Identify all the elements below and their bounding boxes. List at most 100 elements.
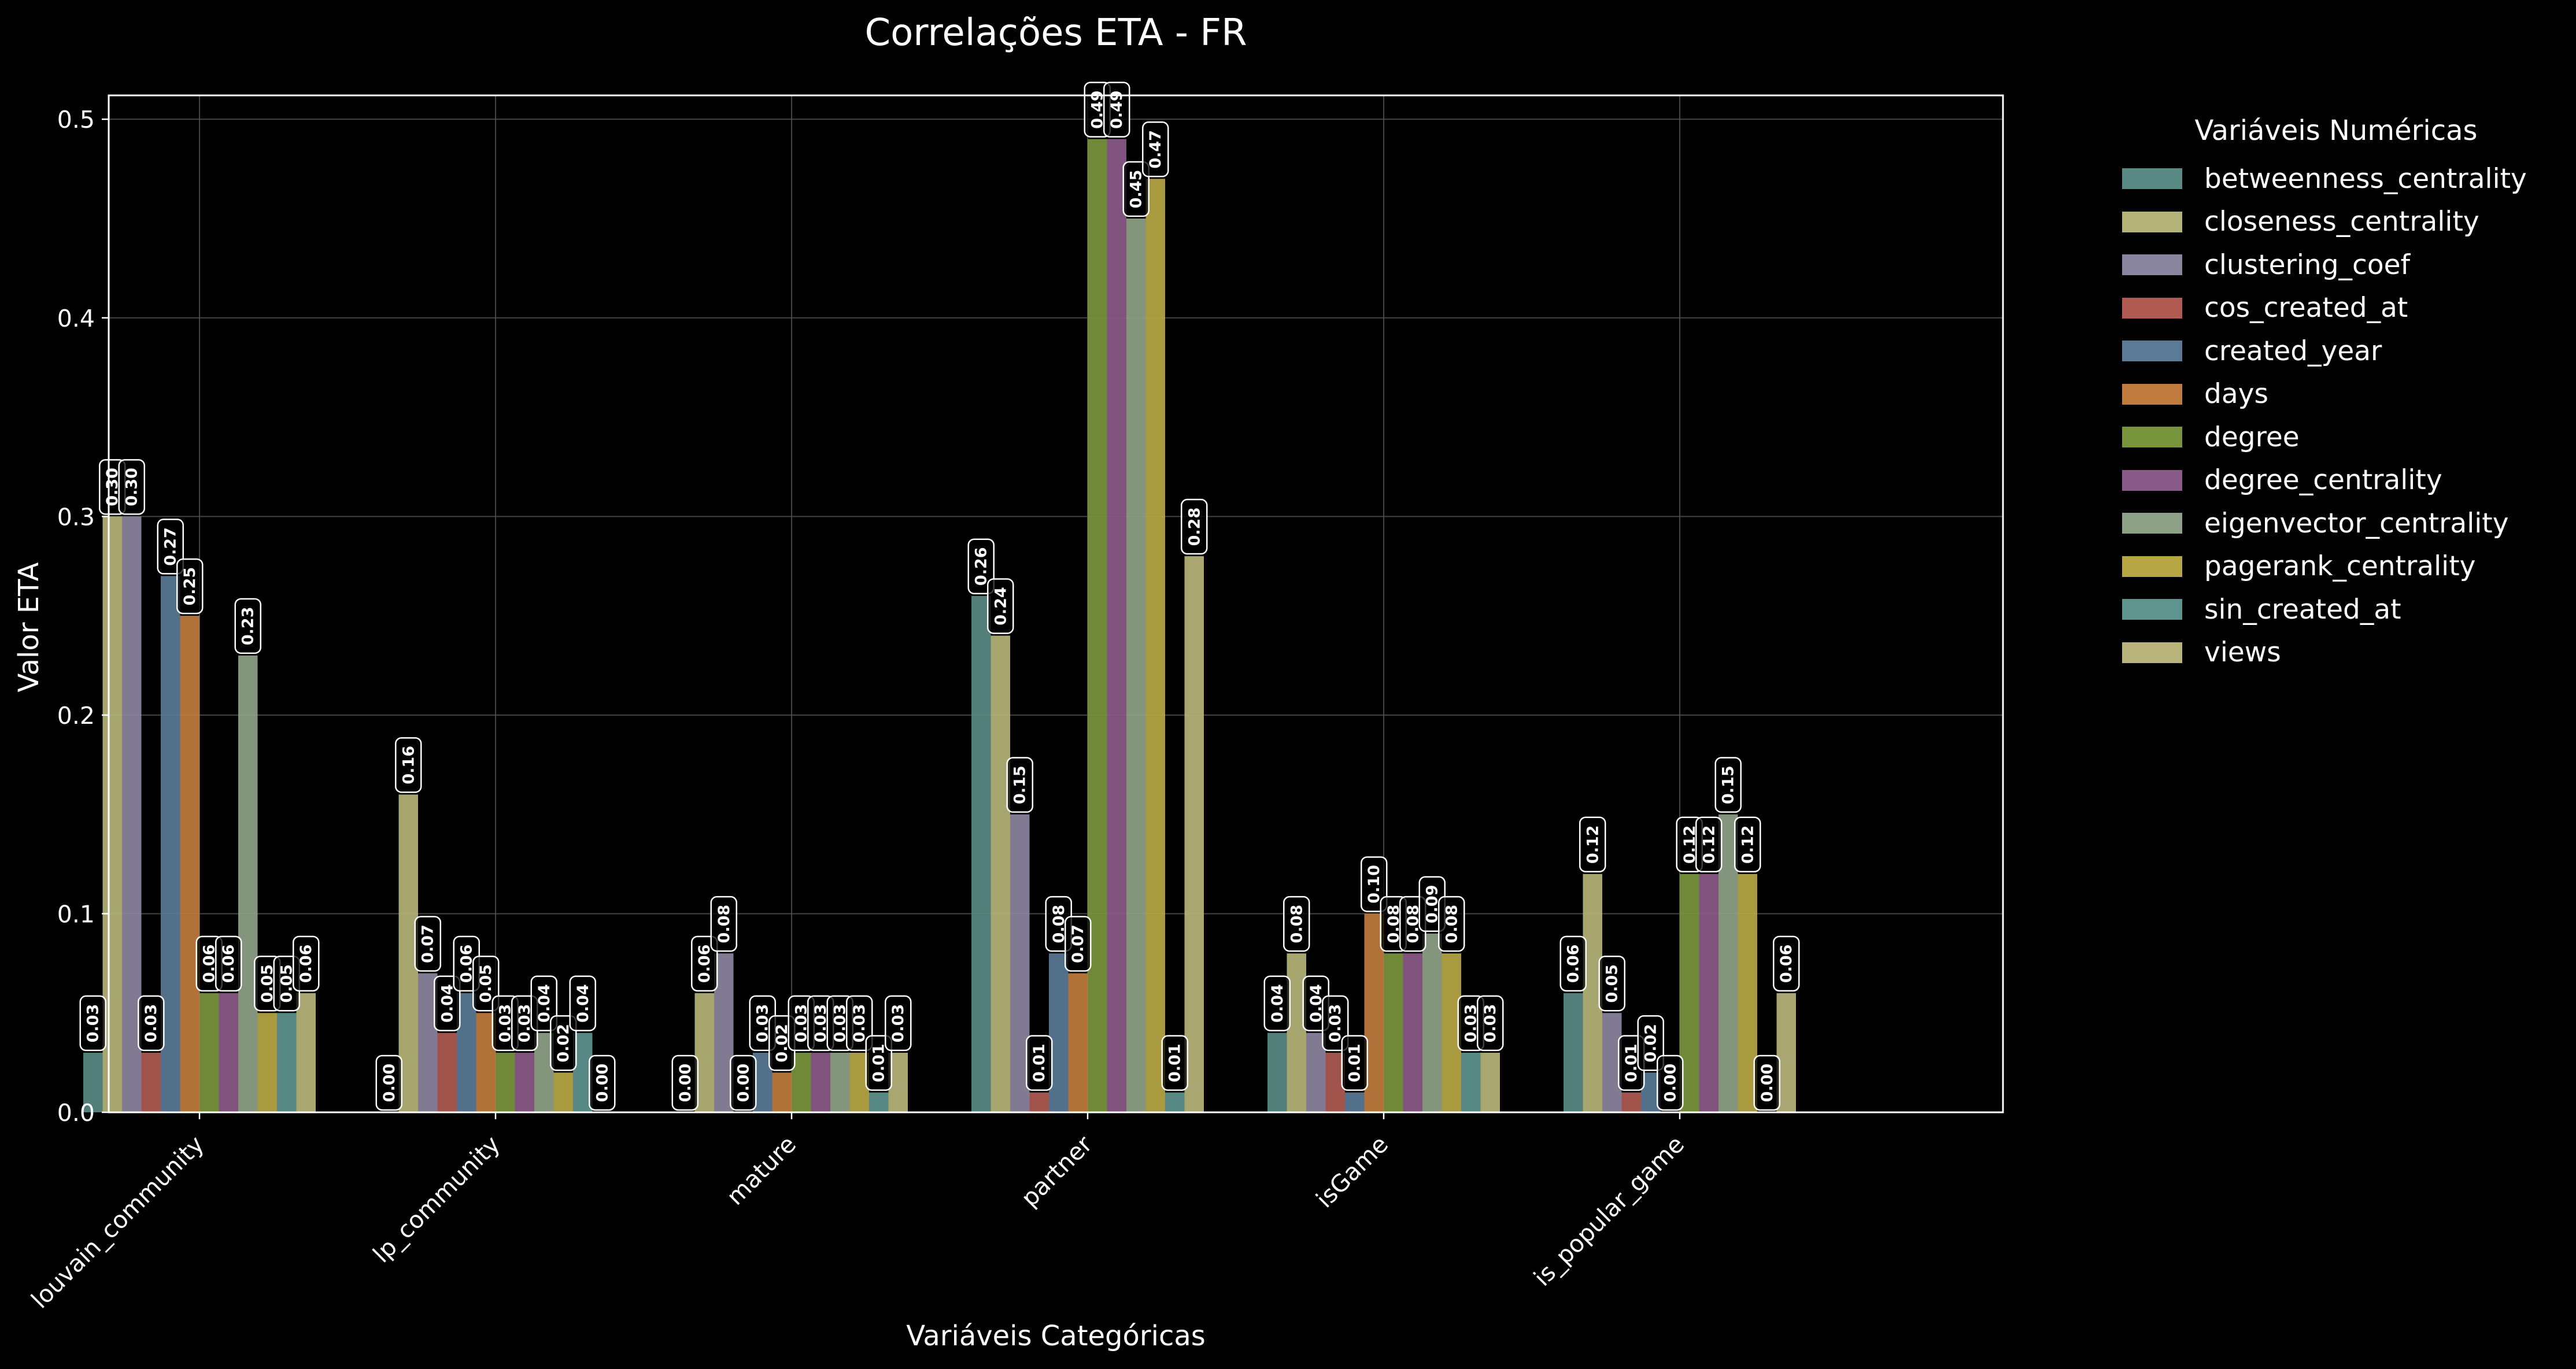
bar-value-text: 0.03: [142, 1004, 160, 1043]
bar-value-text: 0.04: [574, 984, 592, 1023]
bar-value-label: 0.01: [1341, 1035, 1368, 1091]
bar: [437, 1033, 457, 1112]
bar-value-text: 0.27: [162, 527, 180, 566]
y-tick-label: 0.4: [57, 305, 95, 332]
bar-value-label: 0.25: [176, 558, 204, 615]
bar-value-text: 0.45: [1128, 170, 1145, 209]
legend-item: closeness_centrality: [2122, 201, 2527, 244]
bar-value-text: 0.05: [1603, 964, 1621, 1003]
legend-swatch: [2122, 341, 2182, 362]
x-tick-label: partner: [1016, 1130, 1098, 1212]
bar-value-text: 0.02: [1642, 1024, 1660, 1063]
bar-value-box: [375, 1054, 402, 1111]
bar: [1267, 1033, 1287, 1112]
bar-value-box: [691, 935, 718, 992]
bar-value-box: [1142, 121, 1169, 177]
bar: [553, 1072, 573, 1112]
bar-value-box: [1006, 757, 1033, 813]
y-tick-label: 0.2: [57, 702, 95, 730]
bar-value-label: 0.16: [395, 737, 422, 793]
bar-value-text: 0.06: [297, 945, 315, 983]
bar-value-text: 0.01: [1166, 1044, 1184, 1082]
bar-value-box: [569, 975, 596, 1031]
bar: [1699, 874, 1718, 1112]
legend-label: cos_created_at: [2204, 292, 2408, 324]
plot-frame: [108, 94, 2004, 1113]
legend-item: betweenness_centrality: [2122, 157, 2527, 201]
legend-swatch: [2122, 556, 2182, 577]
bar-value-text: 0.01: [1346, 1044, 1364, 1082]
bar-value-label: 0.15: [1006, 757, 1033, 813]
bar-value-label: 0.01: [1161, 1035, 1188, 1091]
bar-value-text: 0.00: [1661, 1064, 1679, 1102]
bar: [515, 1052, 534, 1112]
bar-value-box: [1263, 975, 1291, 1031]
legend-label: eigenvector_centrality: [2204, 507, 2509, 539]
y-tick-label: 0.3: [57, 503, 95, 531]
bar-value-label: 0.23: [234, 598, 261, 654]
bar-value-box: [1579, 816, 1606, 872]
legend-label: closeness_centrality: [2204, 206, 2479, 238]
bar-value-text: 0.05: [477, 964, 495, 1003]
y-tick-label: 0.0: [57, 1099, 95, 1127]
bar: [1145, 179, 1165, 1112]
bar: [830, 1052, 850, 1112]
legend-item: views: [2122, 631, 2527, 675]
bar-value-text: 0.12: [1584, 825, 1602, 864]
bar-value-box: [967, 538, 995, 595]
bar-value-label: 0.08: [710, 896, 737, 952]
bar-value-text: 0.15: [1011, 765, 1029, 804]
legend-swatch: [2122, 642, 2182, 663]
bar-value-label: 0.12: [1579, 816, 1606, 872]
bar-value-label: 0.28: [1181, 498, 1208, 555]
bar-value-label: 0.05: [1598, 955, 1625, 1012]
bar-value-label: 0.06: [293, 935, 320, 992]
legend-label: betweenness_centrality: [2204, 162, 2527, 195]
bar-value-label: 0.06: [1773, 935, 1800, 992]
bar-value-text: 0.08: [1288, 905, 1306, 944]
bar-value-box: [710, 896, 737, 952]
bar-value-text: 0.23: [239, 607, 257, 646]
bar-value-label: 0.00: [730, 1054, 757, 1111]
bar-value-box: [1477, 995, 1504, 1052]
legend-label: degree_centrality: [2204, 464, 2442, 497]
bar-value-box: [138, 995, 165, 1052]
bar: [1480, 1052, 1500, 1112]
x-tick-label: is_popular_game: [1528, 1130, 1690, 1292]
bar-value-label: 0.03: [79, 995, 106, 1052]
y-axis-label: Valor ETA: [13, 562, 45, 692]
bar-value-label: 0.12: [1734, 816, 1761, 872]
bar-value-label: 0.45: [1122, 161, 1150, 217]
bar: [1029, 1092, 1049, 1112]
bar-value-text: 0.06: [1777, 945, 1795, 983]
bar-value-label: 0.06: [215, 935, 242, 992]
x-tick-label: lp_community: [368, 1130, 505, 1268]
legend-item: clustering_coef: [2122, 243, 2527, 287]
legend-swatch: [2122, 383, 2182, 405]
bar: [1126, 219, 1146, 1112]
bar-value-box: [1657, 1054, 1684, 1111]
bar-value-text: 0.04: [1269, 984, 1287, 1023]
legend-title: Variáveis Numéricas: [2194, 114, 2478, 147]
bar-value-label: 0.10: [1361, 856, 1388, 912]
bar: [199, 993, 219, 1112]
bar-value-text: 0.03: [84, 1004, 102, 1043]
bar-value-box: [730, 1054, 757, 1111]
bar-value-label: 0.00: [1657, 1054, 1684, 1111]
x-tick-label: isGame: [1311, 1130, 1394, 1213]
bar-value-box: [1773, 935, 1800, 992]
bar-value-text: 0.01: [870, 1044, 888, 1082]
bar-value-label: 0.02: [1637, 1015, 1664, 1071]
bar-value-box: [1283, 896, 1310, 952]
bar-value-box: [1065, 916, 1092, 972]
legend-swatch: [2122, 513, 2182, 534]
bar: [772, 1072, 792, 1112]
legend: betweenness_centrality closeness_centrali…: [2122, 157, 2527, 674]
bar-value-text: 0.07: [1069, 924, 1087, 963]
bar-value-text: 0.47: [1147, 130, 1165, 169]
bar-value-box: [589, 1054, 616, 1111]
bar-value-label: 0.03: [138, 995, 165, 1052]
bar-value-text: 0.00: [734, 1064, 752, 1102]
legend-swatch: [2122, 168, 2182, 190]
